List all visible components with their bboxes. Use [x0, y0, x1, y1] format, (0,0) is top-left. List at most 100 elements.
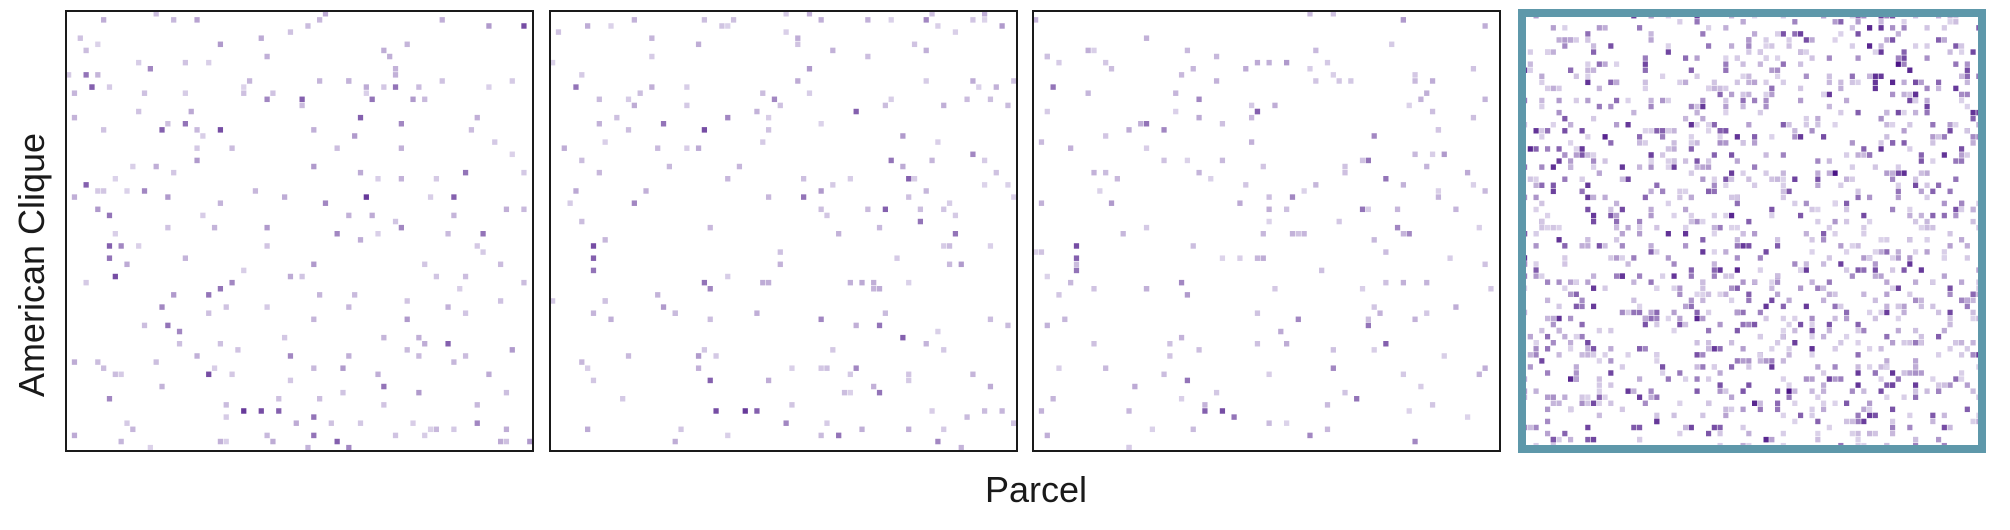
heatmap-cell	[707, 316, 713, 323]
heatmap-cell	[1901, 109, 1907, 116]
heatmap-cell	[381, 84, 387, 90]
heatmap-cell	[865, 53, 871, 60]
heatmap-cell	[1740, 97, 1746, 104]
heatmap-cell	[1895, 109, 1901, 116]
heatmap-cell	[1688, 134, 1694, 140]
heatmap-cell	[1533, 273, 1539, 279]
heatmap-cell	[1539, 79, 1545, 86]
heatmap-cell	[182, 121, 188, 127]
heatmap-cell	[1637, 376, 1643, 382]
heatmap-cell	[474, 402, 480, 408]
heatmap-cell	[590, 377, 597, 384]
heatmap-cell	[1005, 322, 1011, 329]
heatmap-cell	[1665, 158, 1671, 164]
heatmap-cell	[1354, 396, 1360, 402]
heatmap-cell	[95, 206, 101, 213]
heatmap-cell	[1936, 182, 1942, 189]
heatmap-cell	[1947, 122, 1953, 128]
heatmap-cell	[503, 426, 510, 433]
heatmap-cell	[1706, 122, 1712, 128]
heatmap-cell	[416, 353, 422, 359]
heatmap-cell	[1763, 97, 1769, 104]
heatmap-cell	[1711, 152, 1717, 158]
heatmap-cell	[1953, 376, 1959, 382]
heatmap-cell	[550, 298, 556, 304]
heatmap-cell	[941, 102, 947, 109]
heatmap-cell	[1591, 400, 1597, 407]
heatmap-cell	[882, 206, 888, 213]
heatmap-cell	[1213, 53, 1220, 60]
heatmap-cell	[1861, 212, 1867, 219]
heatmap-cell	[1838, 303, 1844, 310]
heatmap-cell	[906, 377, 912, 384]
heatmap-cell	[1596, 394, 1602, 400]
heatmap-cell	[1918, 224, 1924, 231]
x-axis-label: Parcel	[984, 469, 1088, 510]
heatmap-cell	[1654, 412, 1660, 419]
heatmap-cell	[1527, 49, 1533, 55]
heatmap-cell	[1301, 188, 1307, 194]
heatmap-cell	[1763, 436, 1769, 443]
heatmap-cell	[567, 200, 573, 206]
heatmap-cell	[1832, 364, 1838, 370]
heatmap-cell	[1757, 61, 1763, 67]
heatmap-cell	[1769, 134, 1775, 140]
heatmap-cell	[754, 310, 760, 316]
heatmap-cell	[1752, 231, 1758, 237]
heatmap-cell	[66, 72, 72, 78]
heatmap-cell	[876, 224, 883, 231]
heatmap-cell	[1815, 170, 1821, 176]
heatmap-cell	[1272, 286, 1278, 292]
heatmap-cell	[1665, 146, 1671, 152]
heatmap-cell	[579, 359, 585, 365]
heatmap-cell	[1941, 212, 1947, 219]
heatmap-cell	[1890, 418, 1896, 425]
heatmap-cell	[602, 237, 608, 243]
heatmap-cell	[1878, 25, 1884, 31]
heatmap-cell	[1746, 291, 1752, 298]
heatmap-cell	[1648, 188, 1654, 195]
heatmap-cell	[1826, 255, 1832, 261]
heatmap-cell	[1619, 364, 1625, 370]
heatmap-cell	[1562, 37, 1568, 43]
heatmap-cell	[1769, 285, 1775, 291]
panel-4	[1518, 9, 1986, 453]
heatmap-cell	[1740, 358, 1746, 364]
heatmap-cell	[1108, 200, 1115, 206]
heatmap-cell	[1729, 406, 1735, 413]
heatmap-cell	[1637, 218, 1643, 225]
heatmap-cell	[1614, 122, 1620, 128]
heatmap-cell	[1861, 291, 1867, 298]
heatmap-cell	[1803, 303, 1809, 310]
heatmap-cell	[317, 396, 323, 402]
heatmap-cell	[287, 273, 294, 280]
heatmap-cell	[946, 200, 953, 206]
heatmap-cell	[1573, 37, 1579, 43]
heatmap-cell	[1648, 315, 1654, 322]
heatmap-cell	[1556, 436, 1562, 443]
heatmap-cell	[392, 66, 399, 72]
heatmap-cell	[1746, 358, 1752, 364]
heatmap-cell	[1740, 19, 1746, 25]
heatmap-cell	[1539, 73, 1545, 80]
heatmap-cell	[328, 420, 334, 426]
heatmap-cell	[1895, 164, 1901, 170]
heatmap-cell	[1677, 430, 1683, 437]
heatmap-cell	[1780, 376, 1786, 382]
heatmap-cell	[981, 11, 988, 17]
heatmap-cell	[1591, 285, 1597, 291]
heatmap-cell	[1619, 255, 1625, 261]
heatmap-cell	[1855, 418, 1861, 425]
heatmap-cell	[1798, 49, 1804, 55]
heatmap-cell	[264, 96, 270, 103]
heatmap-cell	[1637, 164, 1643, 170]
heatmap-cell	[1780, 194, 1786, 201]
heatmap-cell	[171, 17, 177, 23]
heatmap-cell	[1924, 25, 1930, 31]
heatmap-cell	[1254, 341, 1261, 347]
heatmap-cell	[1757, 267, 1763, 273]
heatmap-cell	[1723, 61, 1729, 67]
heatmap-cell	[1648, 37, 1654, 43]
heatmap-cell	[1591, 158, 1597, 164]
heatmap-cell	[1861, 418, 1867, 425]
